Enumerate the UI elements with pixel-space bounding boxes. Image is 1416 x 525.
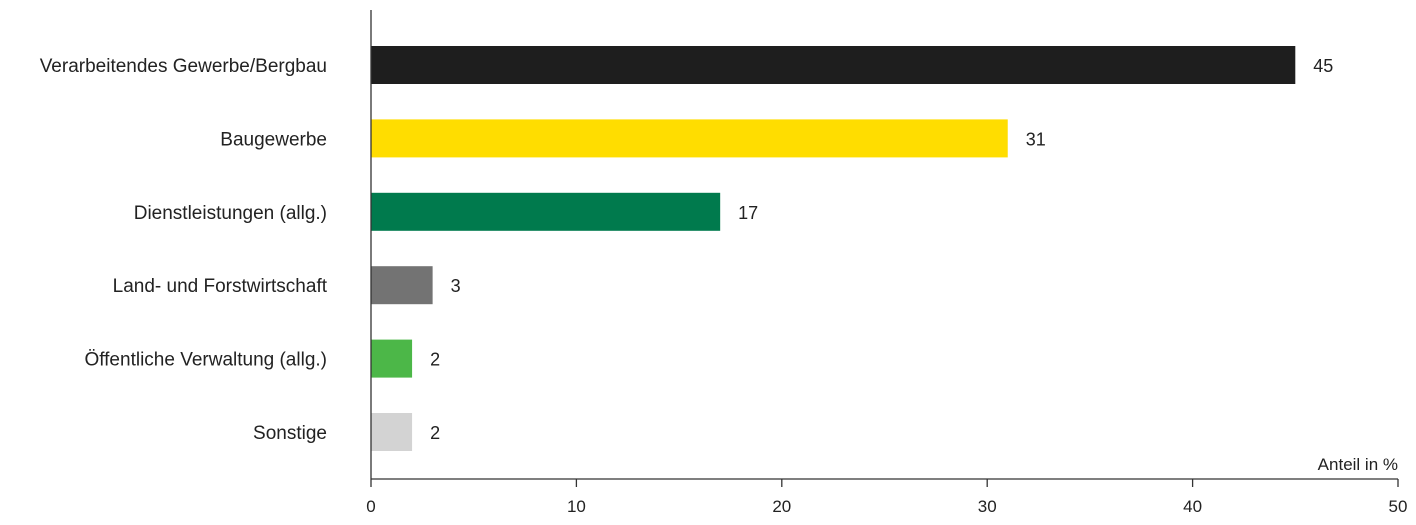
x-ticks-layer: 0 10 20 30 40 50 [366,479,1407,516]
value-label-dienstleistungen-allg: 17 [738,203,758,223]
x-tick-label-50: 50 [1389,497,1408,516]
bar-verarbeitendes-gewerbe-bergbau [371,46,1296,84]
x-tick-label-0: 0 [366,497,375,516]
value-label-verarbeitendes-gewerbe-bergbau: 45 [1313,56,1333,76]
value-label-sonstige: 2 [430,423,440,443]
value-label-offentliche-verwaltung-allg: 2 [430,350,440,370]
x-tick-label-10: 10 [567,497,586,516]
value-label-baugewerbe: 31 [1026,129,1046,149]
bar-baugewerbe [371,119,1008,158]
category-label-baugewerbe: Baugewerbe [220,129,327,150]
bars-layer: Verarbeitendes Gewerbe/Bergbau 45 Baugewer… [40,46,1333,451]
x-tick-label-20: 20 [772,497,791,516]
category-label-verarbeitendes-gewerbe-bergbau: Verarbeitendes Gewerbe/Bergbau [40,56,327,77]
category-label-land-und-forstwirtschaft: Land- und Forstwirtschaft [113,276,328,297]
x-axis-title: Anteil in % [1318,455,1398,474]
value-label-land-und-forstwirtschaft: 3 [451,276,461,296]
category-label-sonstige: Sonstige [253,423,327,444]
bar-sonstige [371,413,413,451]
bar-offentliche-verwaltung-allg [371,339,413,378]
bar-land-und-forstwirtschaft [371,266,433,305]
category-label-offentliche-verwaltung-allg: Öffentliche Verwaltung (allg.) [84,350,327,371]
x-tick-label-30: 30 [978,497,997,516]
x-tick-label-40: 40 [1183,497,1202,516]
category-label-dienstleistungen-allg: Dienstleistungen (allg.) [134,203,327,224]
bar-dienstleistungen-allg [371,192,721,231]
